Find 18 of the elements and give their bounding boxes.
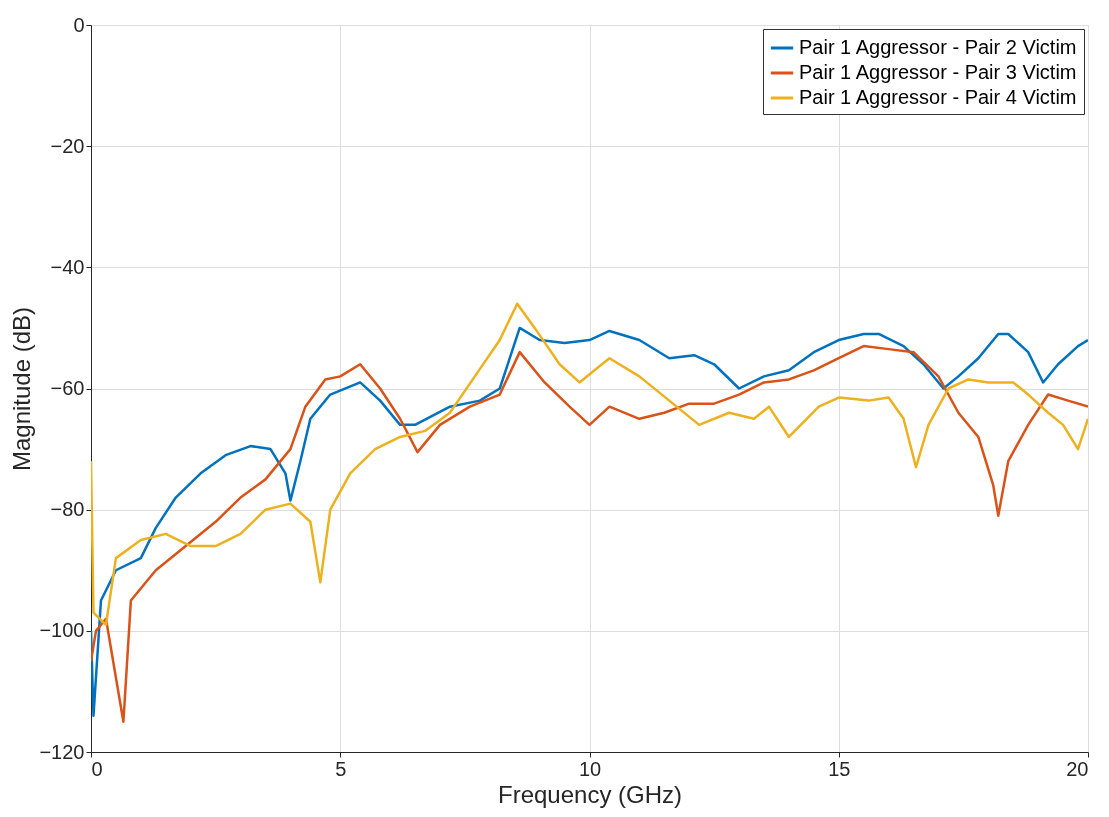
legend-label: Pair 1 Aggressor - Pair 3 Victim xyxy=(799,61,1077,83)
x-tick-label: 20 xyxy=(1066,757,1089,780)
x-tick-label: 5 xyxy=(335,757,347,780)
y-tick-label: 0 xyxy=(73,13,85,36)
x-tick-label: 15 xyxy=(828,757,851,780)
y-tick-label: −40 xyxy=(50,255,85,278)
y-tick-label: −100 xyxy=(39,619,85,642)
y-axis-title: Magnitude (dB) xyxy=(8,306,36,472)
line-series xyxy=(91,302,1088,627)
x-axis-title: Frequency (GHz) xyxy=(497,780,683,808)
y-tick-label: −80 xyxy=(50,498,85,521)
y-tick-label: −60 xyxy=(50,377,85,399)
legend-label: Pair 1 Aggressor - Pair 2 Victim xyxy=(799,36,1077,58)
x-tick-label: 10 xyxy=(578,757,602,780)
legend-label: Pair 1 Aggressor - Pair 4 Victim xyxy=(799,86,1077,108)
y-tick-label: −20 xyxy=(50,134,85,157)
x-tick-label: 0 xyxy=(91,757,103,780)
y-tick-label: −120 xyxy=(39,740,85,763)
